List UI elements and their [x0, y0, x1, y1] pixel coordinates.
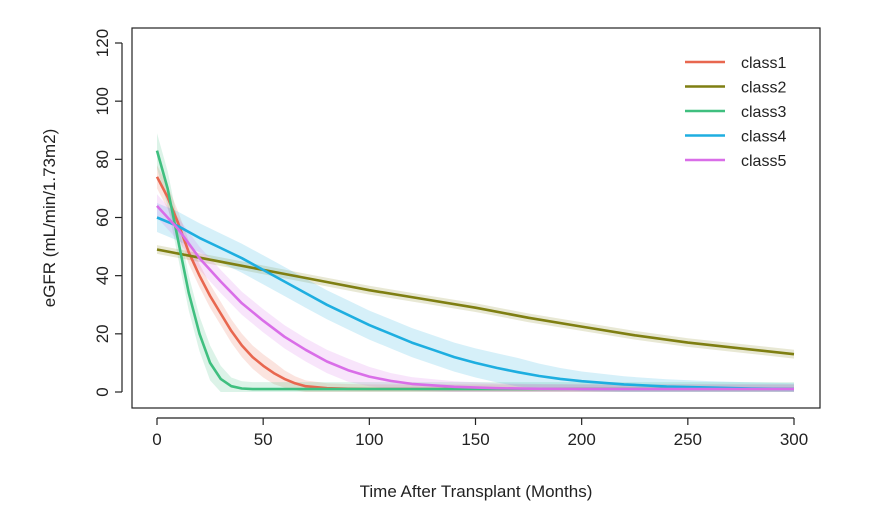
legend-label-class4: class4 — [741, 129, 786, 146]
x-tick-label: 300 — [780, 430, 808, 449]
y-tick-label: 20 — [93, 324, 112, 343]
legend-label-class1: class1 — [741, 55, 786, 72]
x-axis: 0 50 100 150 200 250 300 — [152, 417, 808, 449]
legend-label-class3: class3 — [741, 104, 786, 121]
legend: class1 class2 class3 class4 class5 — [685, 55, 786, 170]
x-tick-label: 150 — [461, 430, 489, 449]
y-tick-label: 60 — [93, 208, 112, 227]
y-tick-label: 120 — [93, 29, 112, 57]
y-tick-label: 0 — [93, 387, 112, 396]
plot-frame — [131, 27, 821, 409]
class4-line — [156, 216, 795, 391]
x-axis-title: Time After Transplant (Months) — [360, 482, 593, 501]
legend-label-class5: class5 — [741, 153, 786, 170]
y-axis-title: eGFR (mL/min/1.73m2) — [40, 129, 59, 308]
class3-band — [157, 133, 794, 392]
y-tick-label: 100 — [93, 87, 112, 115]
x-tick-label: 250 — [674, 430, 702, 449]
class4-band — [157, 203, 794, 392]
y-tick-label: 80 — [93, 150, 112, 169]
x-tick-label: 0 — [152, 430, 161, 449]
legend-label-class2: class2 — [741, 80, 786, 97]
y-axis: 0 20 40 60 80 100 120 — [93, 29, 123, 397]
series-lines — [155, 150, 795, 391]
x-tick-label: 50 — [254, 430, 273, 449]
x-tick-label: 200 — [567, 430, 595, 449]
y-tick-label: 40 — [93, 266, 112, 285]
x-tick-label: 100 — [355, 430, 383, 449]
class5-line — [156, 205, 794, 391]
